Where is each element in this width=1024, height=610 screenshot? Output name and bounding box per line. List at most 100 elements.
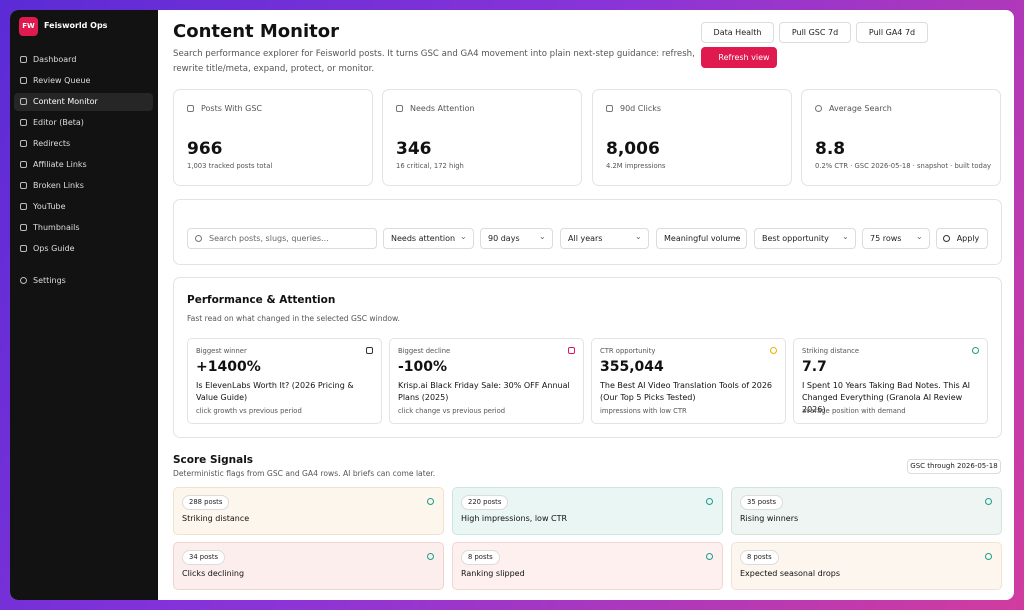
stat-label: Needs Attention bbox=[410, 104, 475, 113]
refresh-button[interactable]: Refresh view bbox=[701, 47, 777, 68]
icon bbox=[20, 161, 27, 168]
header-button[interactable]: Pull GA4 7d bbox=[856, 22, 928, 43]
insight-card bbox=[793, 338, 988, 424]
stat-note: 4.2M impressions bbox=[606, 162, 666, 170]
icon bbox=[20, 119, 27, 126]
signal-card bbox=[731, 542, 1002, 590]
insight-kicker: CTR opportunity bbox=[600, 347, 656, 355]
app-name: Feisworld Ops bbox=[44, 21, 108, 30]
stat-card bbox=[801, 89, 1001, 186]
icon bbox=[20, 140, 27, 147]
stat-value: 346 bbox=[396, 139, 432, 159]
nav-item[interactable]: Content Monitor bbox=[14, 93, 153, 111]
signal-card bbox=[452, 542, 723, 590]
insight-card bbox=[187, 338, 382, 424]
stat-note: 16 critical, 172 high bbox=[396, 162, 464, 170]
signal-count: 8 posts bbox=[740, 550, 779, 565]
apply-button[interactable]: Apply bbox=[936, 228, 988, 249]
nav-item[interactable]: YouTube bbox=[33, 202, 66, 211]
signal-count: 220 posts bbox=[461, 495, 509, 510]
nav-item[interactable]: Review Queue bbox=[33, 76, 91, 85]
stat-card bbox=[382, 89, 582, 186]
filter-select[interactable]: Best opportunity bbox=[754, 228, 856, 249]
page-title: Content Monitor bbox=[173, 21, 339, 42]
page-description: Search performance explorer for Feisworl… bbox=[173, 49, 695, 74]
icon bbox=[985, 498, 992, 505]
icon bbox=[706, 553, 713, 560]
insight-kicker: Biggest winner bbox=[196, 347, 247, 355]
section-subtitle: Deterministic flags from GSC and GA4 row… bbox=[173, 469, 436, 478]
icon bbox=[20, 245, 27, 252]
section-subtitle: Fast read on what changed in the selecte… bbox=[187, 314, 400, 323]
icon bbox=[985, 553, 992, 560]
filter-select[interactable]: 75 rows bbox=[862, 228, 930, 249]
logo: FW bbox=[19, 17, 38, 36]
nav-item[interactable]: Thumbnails bbox=[33, 223, 80, 232]
stat-label: Average Search bbox=[829, 104, 892, 113]
nav-item[interactable]: Redirects bbox=[33, 139, 71, 148]
signal-label: Clicks declining bbox=[182, 569, 245, 578]
signal-count: 34 posts bbox=[182, 550, 226, 565]
nav-item[interactable]: Settings bbox=[33, 276, 66, 285]
icon bbox=[20, 203, 27, 210]
icon bbox=[972, 347, 979, 354]
insight-note: click change vs previous period bbox=[398, 407, 506, 415]
insight-kicker: Striking distance bbox=[802, 347, 860, 355]
stat-value: 8.8 bbox=[815, 139, 846, 159]
filter-select[interactable]: All years bbox=[560, 228, 649, 249]
nav-item[interactable]: Dashboard bbox=[33, 55, 77, 64]
icon bbox=[20, 98, 27, 105]
icon bbox=[427, 553, 434, 560]
icon bbox=[20, 182, 27, 189]
insight-card bbox=[389, 338, 584, 424]
signal-card bbox=[173, 487, 444, 535]
icon bbox=[195, 235, 202, 242]
date-badge: GSC through 2026-05-18 bbox=[907, 459, 1001, 474]
icon bbox=[20, 56, 27, 63]
chevron: ⌄ bbox=[916, 232, 923, 241]
signal-label: High impressions, low CTR bbox=[461, 514, 568, 523]
icon bbox=[427, 498, 434, 505]
nav-item[interactable]: Editor (Beta) bbox=[33, 118, 84, 127]
stat-label: 90d Clicks bbox=[620, 104, 662, 113]
icon bbox=[20, 277, 27, 284]
signal-label: Ranking slipped bbox=[461, 569, 525, 578]
section-title: Score Signals bbox=[173, 454, 254, 466]
insight-note: impressions with low CTR bbox=[600, 407, 687, 415]
nav-item[interactable]: Ops Guide bbox=[33, 244, 75, 253]
header-button[interactable]: Pull GSC 7d bbox=[779, 22, 851, 43]
stat-card bbox=[592, 89, 792, 186]
insight-value: -100% bbox=[398, 359, 448, 375]
nav-item[interactable]: Affiliate Links bbox=[33, 160, 87, 169]
insight-headline: Is ElevenLabs Worth It? (2026 Pricing & … bbox=[196, 381, 354, 402]
stat-label: Posts With GSC bbox=[201, 104, 263, 113]
stat-card bbox=[173, 89, 373, 186]
insight-note: average position with demand bbox=[802, 407, 906, 415]
stat-note: 1,003 tracked posts total bbox=[187, 162, 273, 170]
filter-select[interactable]: 90 days bbox=[480, 228, 553, 249]
icon bbox=[20, 77, 27, 84]
insight-value: +1400% bbox=[196, 359, 261, 375]
icon bbox=[770, 347, 777, 354]
header-button[interactable]: Data Health bbox=[701, 22, 774, 43]
insight-headline: I Spent 10 Years Taking Bad Notes. This … bbox=[802, 381, 971, 414]
icon bbox=[396, 105, 403, 112]
icon bbox=[815, 105, 822, 112]
stat-value: 966 bbox=[187, 139, 223, 159]
insight-headline: The Best AI Video Translation Tools of 2… bbox=[600, 381, 773, 402]
icon bbox=[568, 347, 575, 354]
icon bbox=[943, 235, 950, 242]
signal-count: 35 posts bbox=[740, 495, 784, 510]
section-title: Performance & Attention bbox=[187, 294, 336, 306]
insight-card bbox=[591, 338, 786, 424]
filter-select[interactable]: Meaningful volume bbox=[656, 228, 747, 249]
search-input[interactable]: Search posts, slugs, queries... bbox=[187, 228, 377, 249]
insight-kicker: Biggest decline bbox=[398, 347, 451, 355]
nav-item[interactable]: Broken Links bbox=[33, 181, 84, 190]
icon bbox=[366, 347, 373, 354]
filter-select[interactable]: Needs attention bbox=[383, 228, 474, 249]
stat-note: 0.2% CTR · GSC 2026-05-18 · snapshot · b… bbox=[815, 162, 992, 170]
stat-value: 8,006 bbox=[606, 139, 660, 159]
insight-headline: Krisp.ai Black Friday Sale: 30% OFF Annu… bbox=[398, 381, 570, 402]
